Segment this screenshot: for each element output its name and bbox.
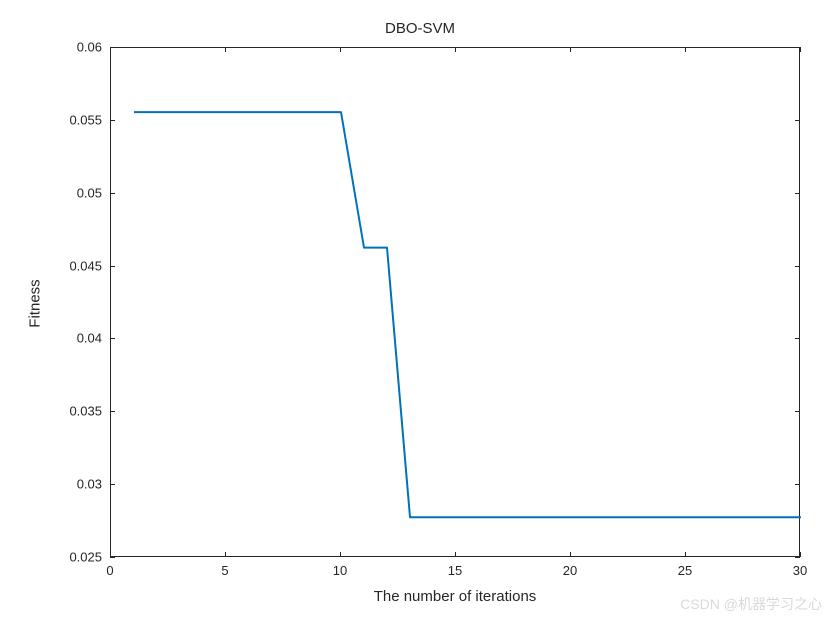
y-tick (110, 338, 115, 339)
y-tick (110, 266, 115, 267)
y-tick (795, 484, 800, 485)
x-tick (570, 552, 571, 557)
y-tick (795, 557, 800, 558)
y-tick (110, 47, 115, 48)
x-tick-label: 0 (106, 563, 113, 578)
chart-title: DBO-SVM (0, 20, 840, 37)
x-tick (685, 47, 686, 52)
x-tick (800, 47, 801, 52)
y-tick-label: 0.05 (50, 185, 102, 200)
x-tick (800, 552, 801, 557)
y-tick (795, 120, 800, 121)
x-tick-label: 20 (563, 563, 577, 578)
x-tick (685, 552, 686, 557)
y-tick (110, 557, 115, 558)
x-tick-label: 25 (678, 563, 692, 578)
x-tick-label: 10 (333, 563, 347, 578)
x-tick (455, 552, 456, 557)
y-tick-label: 0.04 (50, 331, 102, 346)
y-tick (795, 266, 800, 267)
y-tick-label: 0.045 (50, 258, 102, 273)
y-axis-label: Fitness (27, 48, 44, 558)
line-series (111, 48, 801, 558)
y-tick (795, 411, 800, 412)
y-tick (795, 338, 800, 339)
y-tick (795, 47, 800, 48)
y-tick-label: 0.025 (50, 550, 102, 565)
x-tick (225, 552, 226, 557)
plot-area (110, 47, 800, 557)
x-tick (455, 47, 456, 52)
y-tick (110, 484, 115, 485)
y-tick-label: 0.06 (50, 40, 102, 55)
x-tick (570, 47, 571, 52)
figure: DBO-SVM The number of iterations Fitness… (0, 0, 840, 630)
y-tick (110, 120, 115, 121)
x-tick-label: 30 (793, 563, 807, 578)
y-tick (110, 411, 115, 412)
y-tick (795, 193, 800, 194)
x-tick-label: 15 (448, 563, 462, 578)
x-tick (225, 47, 226, 52)
y-tick-label: 0.03 (50, 477, 102, 492)
fitness-line (134, 112, 801, 517)
y-tick-label: 0.055 (50, 112, 102, 127)
x-axis-label: The number of iterations (110, 588, 800, 605)
y-tick (110, 193, 115, 194)
x-tick-label: 5 (221, 563, 228, 578)
y-tick-label: 0.035 (50, 404, 102, 419)
x-tick (340, 552, 341, 557)
x-tick (340, 47, 341, 52)
